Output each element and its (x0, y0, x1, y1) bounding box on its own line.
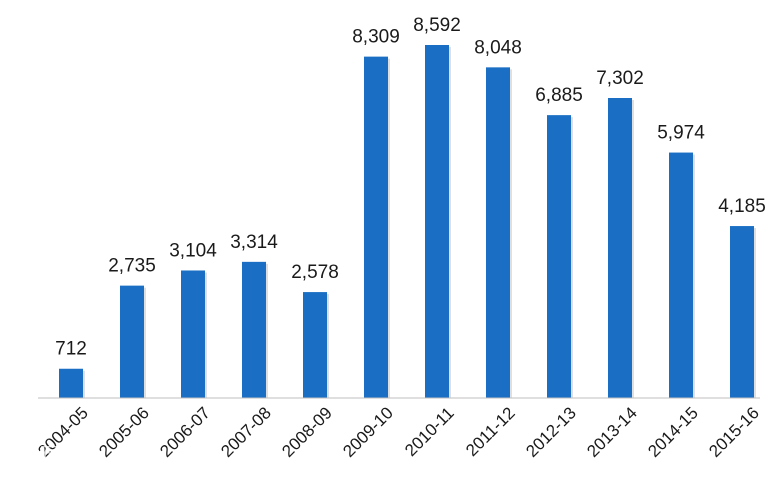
x-tick-label-2012-13: 2012-13 (522, 403, 580, 461)
data-label-2015-16: 4,185 (718, 196, 766, 217)
bars-group (59, 45, 756, 398)
x-tick-label-2013-14: 2013-14 (583, 403, 641, 461)
watermark: ©大石谈国 do with independent thinking (4, 444, 180, 483)
x-tick-labels-group: 2004-05 2005-06 2006-07 2007-08 2008-09 2009-… (34, 403, 763, 461)
bar-2009-10 (364, 56, 388, 398)
data-labels-group: 712 2,735 3,104 3,314 2,578 8,309 8,592 8,048 6,… (55, 15, 766, 360)
bar-2012-13 (547, 115, 571, 398)
data-label-2010-11: 8,592 (413, 15, 461, 36)
bar-2004-05 (59, 368, 83, 398)
x-tick-label-2008-09: 2008-09 (278, 403, 336, 461)
x-tick-label-2007-08: 2007-08 (217, 403, 275, 461)
x-tick-label-2015-16: 2015-16 (705, 403, 763, 461)
x-tick-label-2009-10: 2009-10 (339, 403, 397, 461)
x-tick-label-2014-15: 2014-15 (644, 403, 702, 461)
bar-2006-07 (181, 270, 205, 398)
bar-2011-12 (486, 67, 510, 398)
bar-2007-08 (242, 261, 266, 398)
x-tick-label-2005-06: 2005-06 (95, 403, 153, 461)
data-label-2008-09: 2,578 (291, 262, 339, 283)
x-tick-label-2006-07: 2006-07 (156, 403, 214, 461)
data-label-2009-10: 8,309 (352, 27, 400, 48)
bar-2008-09 (303, 292, 327, 398)
data-label-2014-15: 5,974 (657, 123, 705, 144)
data-label-2004-05: 712 (55, 339, 87, 360)
data-label-2005-06: 2,735 (108, 256, 156, 277)
data-label-2006-07: 3,104 (169, 240, 217, 261)
x-tick-label-2010-11: 2010-11 (401, 403, 458, 460)
watermark-tagline: do with independent thinking (4, 469, 180, 483)
data-label-2013-14: 7,302 (596, 68, 644, 89)
watermark-logo: ©大石谈国 (4, 444, 94, 465)
bar-2013-14 (608, 97, 632, 398)
bar-2014-15 (669, 152, 693, 398)
bar-2010-11 (425, 45, 449, 398)
bar-2015-16 (730, 226, 754, 398)
data-label-2007-08: 3,314 (230, 232, 278, 253)
data-label-2012-13: 6,885 (535, 85, 583, 106)
bar-2005-06 (120, 285, 144, 398)
data-label-2011-12: 8,048 (474, 37, 522, 58)
x-tick-label-2011-12: 2011-12 (462, 403, 519, 460)
